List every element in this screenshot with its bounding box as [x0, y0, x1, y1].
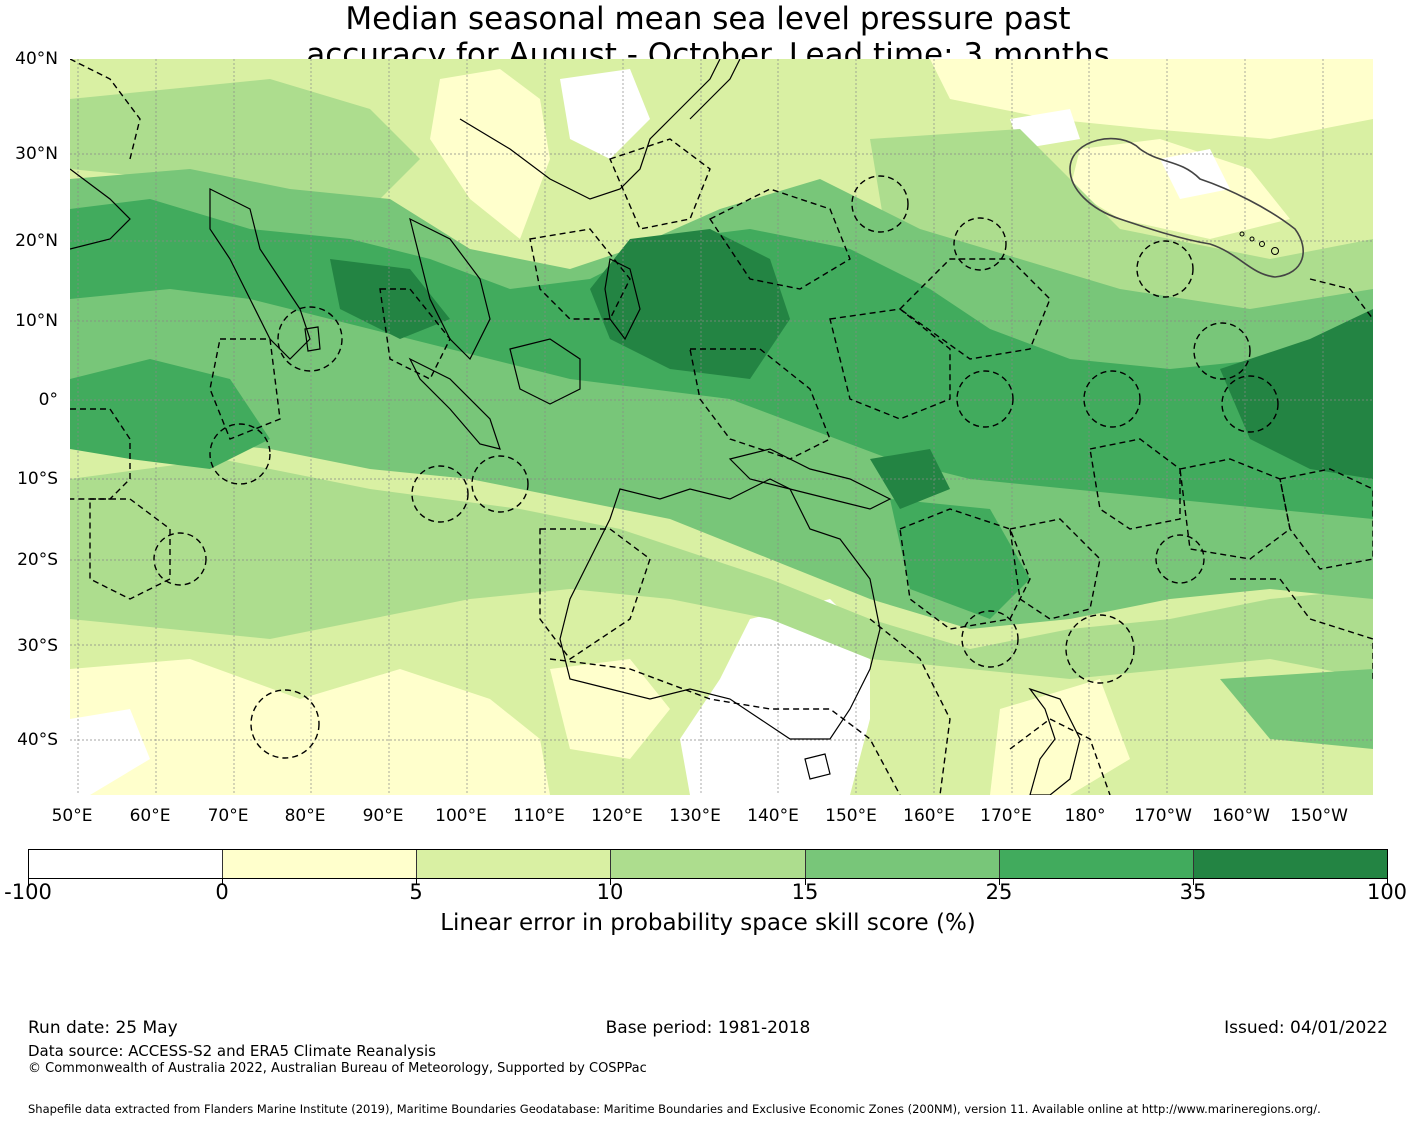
skill-region-0-5	[70, 59, 1373, 795]
coastlines	[70, 59, 1081, 795]
coastline-sumatra	[408, 357, 501, 450]
skill-region-negative	[70, 69, 1230, 795]
lon-label-60e: 60°E	[129, 806, 171, 826]
lon-label-120e: 120°E	[591, 806, 643, 826]
base-period: Base period: 1981-2018	[605, 1018, 811, 1038]
lon-label-110e: 110°E	[513, 806, 565, 826]
colorbar-label-15: 15	[791, 880, 819, 904]
colorbar-tick	[1387, 879, 1388, 885]
lat-label-30n: 30°N	[15, 144, 58, 164]
lat-label-30s: 30°S	[17, 636, 58, 656]
colorbar-segment-35-100	[1193, 850, 1387, 878]
issued-date: Issued: 04/01/2022	[1224, 1018, 1388, 1038]
eez-boundary-hawaii	[1069, 137, 1304, 278]
coastline-china	[459, 59, 721, 200]
lon-label-100e: 100°E	[435, 806, 487, 826]
lon-label-130e: 130°E	[669, 806, 721, 826]
lon-label-180: 180°	[1064, 806, 1106, 826]
lat-label-40s: 40°S	[17, 730, 58, 750]
colorbar-label-5: 5	[409, 880, 423, 904]
coastline-borneo	[509, 338, 581, 405]
lon-label-170w: 170°W	[1134, 806, 1192, 826]
colorbar	[28, 849, 1388, 879]
coastline-indochina	[409, 217, 491, 361]
eez-boundaries	[70, 59, 1373, 795]
coastline-australia	[559, 478, 881, 740]
colorbar-segment-0-5	[223, 850, 418, 878]
coastline-arabia	[70, 168, 131, 250]
colorbar-tick	[416, 879, 417, 885]
coastline-new-zealand	[1028, 687, 1081, 795]
colorbar-tick	[1193, 879, 1194, 885]
colorbar-segment-15-25	[805, 850, 1000, 878]
colorbar-label-35: 35	[1179, 880, 1207, 904]
colorbar-label-100: 100	[1366, 880, 1408, 904]
lon-label-90e: 90°E	[362, 806, 404, 826]
lon-label-70e: 70°E	[207, 806, 249, 826]
lat-label-20s: 20°S	[17, 550, 58, 570]
data-source: Data source: ACCESS-S2 and ERA5 Climate …	[28, 1042, 436, 1060]
colorbar-segment-5-10	[417, 850, 612, 878]
colorbar-title: Linear error in probability space skill …	[440, 910, 976, 936]
coastline-tasmania	[804, 753, 831, 780]
colorbar-segment-10-15	[611, 850, 806, 878]
colorbar-tick	[805, 879, 806, 885]
coastline-philippines	[604, 258, 641, 341]
lon-label-50e: 50°E	[51, 806, 93, 826]
lon-label-160e: 160°E	[903, 806, 955, 826]
coastline-sri-lanka	[304, 326, 321, 352]
colorbar-tick	[610, 879, 611, 885]
skill-score-map	[70, 59, 1373, 795]
lat-label-40n: 40°N	[15, 49, 58, 69]
colorbar-tick	[28, 879, 29, 885]
run-date: Run date: 25 May	[28, 1018, 178, 1038]
colorbar-tick	[999, 879, 1000, 885]
colorbar-segment-25-35	[999, 850, 1194, 878]
lat-label-20n: 20°N	[15, 231, 58, 251]
colorbar-label-minus-100: -100	[4, 880, 52, 904]
lon-label-160w: 160°W	[1212, 806, 1270, 826]
colorbar-label-0: 0	[215, 880, 229, 904]
lat-label-10n: 10°N	[15, 311, 58, 331]
colorbar-tick	[222, 879, 223, 885]
coastline-japan	[689, 59, 741, 120]
copyright-notice: © Commonwealth of Australia 2022, Austra…	[28, 1061, 647, 1076]
lon-label-140e: 140°E	[747, 806, 799, 826]
lat-label-10s: 10°S	[17, 469, 58, 489]
hawaii-islands	[1239, 231, 1279, 255]
map-title-line-1: Median seasonal mean sea level pressure …	[345, 1, 1071, 37]
colorbar-label-25: 25	[985, 880, 1013, 904]
map-canvas	[70, 59, 1373, 795]
map-gridlines	[70, 59, 1373, 795]
coastline-india	[209, 188, 311, 360]
lon-label-80e: 80°E	[284, 806, 326, 826]
lon-label-170e: 170°E	[980, 806, 1032, 826]
shapefile-credit: Shapefile data extracted from Flanders M…	[28, 1102, 1321, 1116]
lat-label-equator: 0°	[38, 390, 58, 410]
lon-label-150w: 150°W	[1290, 806, 1348, 826]
colorbar-label-10: 10	[596, 880, 624, 904]
lon-label-150e: 150°E	[825, 806, 877, 826]
colorbar-segment-negative	[29, 850, 224, 878]
